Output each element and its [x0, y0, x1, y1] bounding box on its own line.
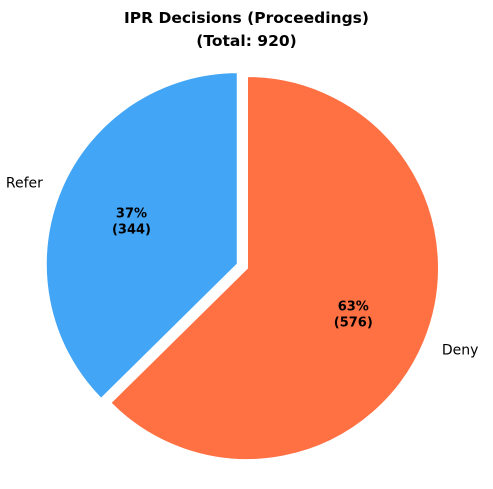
slice-count-deny: (576): [334, 315, 373, 330]
pie-slices: [44, 71, 440, 461]
slice-percent-deny: 63%: [338, 299, 369, 314]
slice-count-refer: (344): [112, 223, 151, 238]
chart-title-line-2: (Total: 920): [196, 32, 296, 50]
chart-title-line-1: IPR Decisions (Proceedings): [124, 9, 369, 27]
slice-label-deny: Deny: [442, 342, 479, 358]
slice-label-refer: Refer: [6, 176, 43, 192]
slice-percent-refer: 37%: [116, 207, 147, 222]
pie-slice-refer: [44, 71, 239, 401]
pie-labels: Refer 37%(344) Deny 63%(576): [6, 176, 478, 359]
pie-slice-deny: [108, 74, 440, 461]
